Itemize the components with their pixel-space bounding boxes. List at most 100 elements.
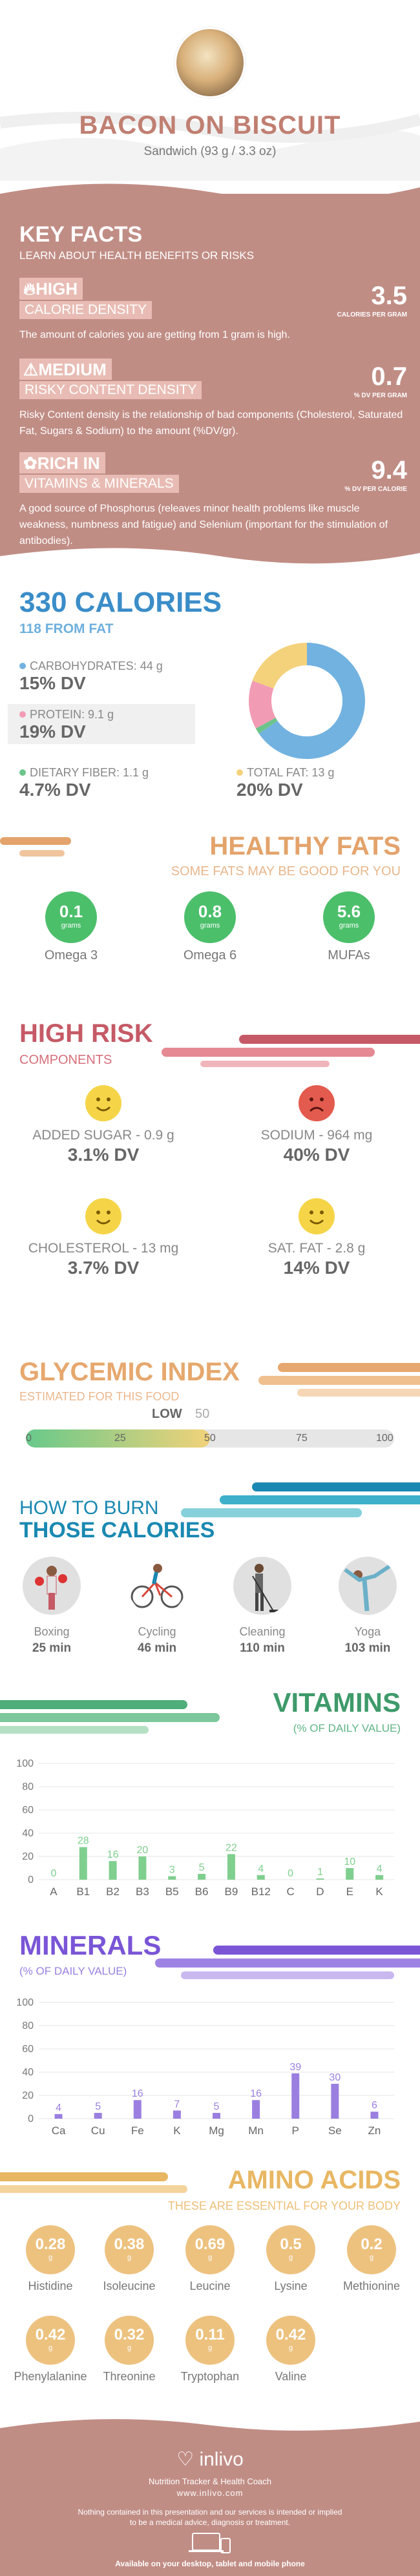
x-category-label: K: [375, 1885, 383, 1898]
macro-dietary-fiber: DIETARY FIBER: 1.1 g 4.7% DV: [8, 762, 195, 802]
y-tick-label: 80: [22, 1781, 34, 1792]
gi-tick: 100: [376, 1433, 394, 1444]
calories-total: 330 CALORIES: [19, 587, 222, 619]
bar-E: [346, 1868, 353, 1880]
bar-value-label: 16: [250, 2088, 262, 2099]
bar-Zn: [370, 2112, 378, 2119]
key-fact-unit: CALORIES PER GRAM: [337, 311, 407, 318]
bar-value-label: 1: [317, 1867, 323, 1878]
bar-value-label: 10: [344, 1856, 355, 1867]
amino-tryptophan: 0.11 g Tryptophan: [171, 2316, 249, 2384]
x-category-label: B5: [165, 1885, 179, 1898]
minerals-subtitle: (% OF DAILY VALUE): [19, 1965, 127, 1978]
bar-B6: [198, 1874, 205, 1880]
donut-slice-fat: [253, 643, 307, 689]
devices-icon: [187, 2532, 233, 2554]
risk-cholesterol: CHOLESTEROL - 13 mg 3.7% DV: [6, 1198, 200, 1278]
key-fact-description: The amount of calories you are getting f…: [19, 327, 407, 343]
amino-methionine: 0.2 g Methionine: [333, 2225, 410, 2293]
bar-value-label: 16: [107, 1849, 119, 1860]
key-fact-name: VITAMINS & MINERALS: [19, 475, 179, 493]
amino-histidine: 0.28 g Histidine: [12, 2225, 89, 2293]
key-facts-subtitle: LEARN ABOUT HEALTH BENEFITS OR RISKS: [19, 249, 254, 262]
protein-dot-icon: [19, 711, 26, 718]
footer-wave: [0, 2415, 420, 2441]
macro-total-fat: TOTAL FAT: 13 g 20% DV: [225, 762, 412, 802]
bar-value-label: 39: [289, 2062, 301, 2073]
key-facts-wave: [0, 174, 420, 213]
footer-url[interactable]: www.inlivo.com: [0, 2488, 420, 2498]
bar-value-label: 4: [56, 2103, 61, 2114]
footer-disclaimer-1: Nothing contained in this presentation a…: [0, 2508, 420, 2517]
key-fact-risky-content: ⚠︎MEDIUM RISKY CONTENT DENSITY 0.7 % DV …: [19, 358, 407, 439]
calories-section: 330 CALORIES 118 FROM FAT CARBOHYDRATES:…: [0, 568, 420, 827]
risk-added-sugar: ADDED SUGAR - 0.9 g 3.1% DV: [6, 1085, 200, 1165]
x-category-label: Fe: [131, 2124, 144, 2137]
burn-decor-stripes: [181, 1482, 420, 1534]
vitamins-title: VITAMINS: [273, 1687, 401, 1718]
y-tick-label: 20: [22, 1851, 34, 1862]
boxing-icon: [23, 1557, 81, 1615]
key-fact-level: ✿RICH IN: [19, 452, 105, 473]
bar-value-label: 30: [329, 2072, 341, 2083]
x-category-label: P: [292, 2124, 299, 2137]
footer-available: Available on your desktop, tablet and mo…: [0, 2559, 420, 2568]
fats-decor-stripes: [0, 836, 90, 862]
x-category-label: B9: [225, 1885, 238, 1898]
x-category-label: B1: [76, 1885, 90, 1898]
key-fact-description: Risky Content density is the relationshi…: [19, 407, 407, 439]
bar-K: [173, 2110, 181, 2119]
cleaning-icon: [233, 1557, 291, 1615]
x-category-label: C: [286, 1885, 294, 1898]
key-fact-vitamins-minerals: ✿RICH IN VITAMINS & MINERALS 9.4 % DV PE…: [19, 452, 407, 549]
minerals-bar-chart: 0 20 40 60 80 100 4 Ca 5 Cu 16 Fe 7 K 5 Mg 16 Mn 39 P 30 Se 6 Z…: [0, 1996, 420, 2145]
y-tick-label: 20: [22, 2090, 34, 2101]
footer-tagline: Nutrition Tracker & Health Coach: [0, 2477, 420, 2486]
happy-face-icon: [85, 1198, 121, 1234]
bar-Ca: [55, 2114, 63, 2119]
bar-B9: [227, 1854, 235, 1880]
amino-phenylalanine: 0.42 g Phenylalanine: [12, 2316, 89, 2384]
y-tick-label: 40: [22, 1828, 34, 1839]
x-category-label: Mg: [209, 2124, 224, 2137]
gi-tick: 25: [114, 1433, 126, 1444]
vitamins-subtitle: (% OF DAILY VALUE): [293, 1722, 401, 1735]
food-subtitle: Sandwich (93 g / 3.3 oz): [0, 145, 420, 159]
healthy-fats-section: HEALTHY FATS SOME FATS MAY BE GOOD FOR Y…: [0, 827, 420, 988]
bar-value-label: 4: [258, 1864, 264, 1875]
bar-P: [291, 2073, 299, 2119]
burn-title-line2: THOSE CALORIES: [19, 1518, 215, 1543]
y-tick-label: 100: [16, 1758, 34, 1769]
footer-brand[interactable]: ♡ inlivo: [0, 2448, 420, 2471]
y-tick-label: 100: [16, 1997, 34, 2008]
bar-value-label: 22: [226, 1842, 237, 1853]
x-category-label: Se: [328, 2124, 342, 2137]
x-category-label: Cu: [91, 2124, 105, 2137]
bar-value-label: 0: [288, 1868, 293, 1879]
warning-icon: ⚠︎: [23, 360, 38, 379]
x-category-label: Zn: [368, 2124, 381, 2137]
y-tick-label: 40: [22, 2067, 34, 2078]
bar-value-label: 7: [174, 2099, 180, 2110]
x-category-label: K: [173, 2124, 181, 2137]
vitamins-decor-stripes: [0, 1700, 233, 1745]
bar-Mg: [213, 2113, 220, 2119]
bar-value-label: 3: [169, 1865, 175, 1876]
gi-tick: 0: [26, 1433, 32, 1444]
bar-value-label: 5: [214, 2101, 220, 2112]
food-photo: [174, 27, 246, 98]
x-category-label: E: [346, 1885, 353, 1898]
fat-omega6: 0.8 grams Omega 6: [162, 891, 258, 963]
cycling-icon: [128, 1557, 186, 1615]
activity-boxing: Boxing 25 min: [0, 1557, 103, 1656]
gi-tick: 75: [296, 1433, 308, 1444]
minerals-section: MINERALS (% OF DAILY VALUE) 0 20 40 60 80 100…: [0, 1912, 420, 2145]
bar-value-label: 6: [372, 2100, 377, 2111]
risk-decor-stripes: [162, 1035, 420, 1074]
bar-value-label: 28: [78, 1836, 89, 1847]
bar-Mn: [252, 2100, 260, 2119]
glycemic-index-section: GLYCEMIC INDEX ESTIMATED FOR THIS FOOD L…: [0, 1324, 420, 1466]
activity-cleaning: Cleaning 110 min: [211, 1557, 314, 1656]
high-risk-title: HIGH RISK: [19, 1019, 153, 1048]
amino-acids-section: AMINO ACIDS THESE ARE ESSENTIAL FOR YOUR…: [0, 2161, 420, 2419]
